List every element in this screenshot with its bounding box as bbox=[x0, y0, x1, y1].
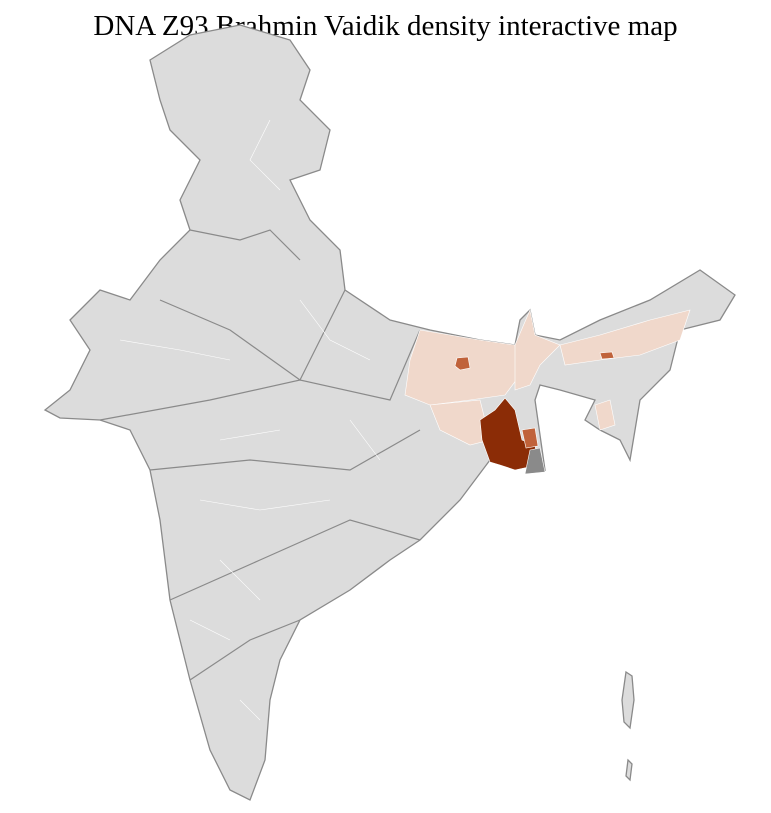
region-assam-district-medium[interactable] bbox=[599, 351, 615, 360]
density-layer bbox=[404, 308, 691, 475]
region-sundarbans-dark[interactable] bbox=[524, 447, 546, 475]
region-bengal-coast-medium[interactable] bbox=[521, 427, 539, 449]
india-landmass bbox=[43, 24, 736, 801]
region-jharkhand-east-low[interactable] bbox=[429, 399, 491, 446]
india-outline[interactable] bbox=[43, 24, 736, 801]
region-assam-low[interactable] bbox=[559, 309, 691, 366]
state-borders bbox=[99, 229, 421, 681]
district-border bbox=[119, 119, 381, 721]
district-borders bbox=[119, 119, 381, 721]
region-west-bengal-high[interactable] bbox=[479, 397, 539, 471]
region-bihar-district-medium[interactable] bbox=[454, 356, 471, 371]
region-north-bengal-low[interactable] bbox=[514, 308, 561, 391]
region-tripura-low[interactable] bbox=[594, 399, 616, 431]
andaman-islands[interactable] bbox=[621, 670, 635, 782]
state-border bbox=[99, 229, 421, 681]
